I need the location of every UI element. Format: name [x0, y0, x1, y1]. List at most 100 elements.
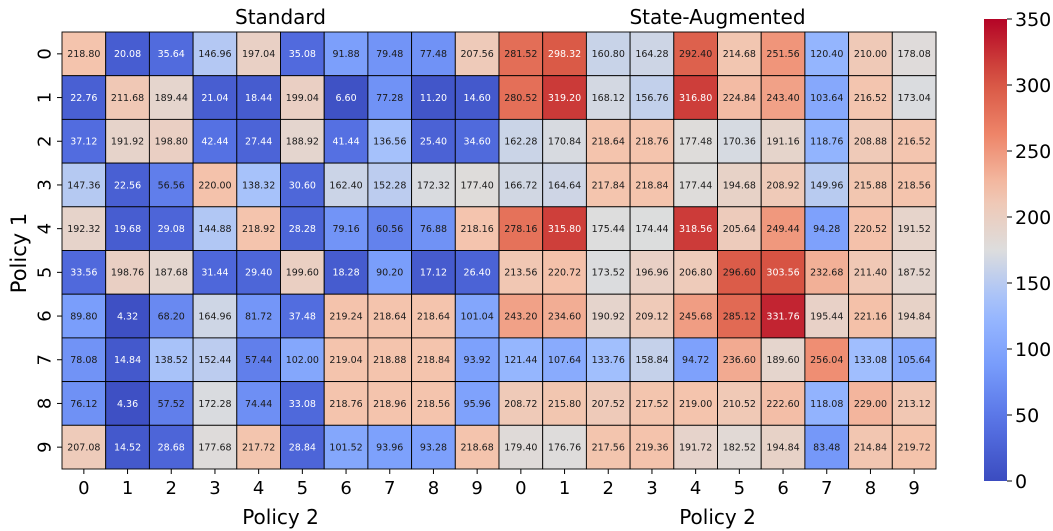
- cell-value-label: 198.76: [111, 268, 144, 279]
- cell-value-label: 152.44: [198, 355, 231, 366]
- cell-value-label: 219.36: [635, 442, 668, 453]
- heatmap-cell: [673, 250, 718, 295]
- cell-value-label: 213.56: [504, 268, 537, 279]
- cell-value-label: 147.36: [67, 180, 100, 191]
- cell-value-label: 26.40: [464, 268, 491, 279]
- heatmap-cell: [673, 75, 718, 120]
- heatmap-cell: [760, 75, 806, 120]
- heatmap-cell: [804, 424, 850, 470]
- cell-value-label: 256.04: [810, 355, 843, 366]
- cell-value-label: 81.72: [245, 311, 272, 322]
- cell-value-label: 219.72: [898, 442, 931, 453]
- cell-value-label: 217.56: [592, 442, 625, 453]
- x-tick-label: 5: [734, 478, 745, 499]
- cell-value-label: 211.68: [111, 93, 144, 104]
- cell-value-label: 173.52: [592, 268, 625, 279]
- cell-value-label: 292.40: [679, 49, 712, 60]
- heatmap-cell: [148, 206, 194, 251]
- x-tick-label: 1: [122, 478, 133, 499]
- cell-value-label: 172.28: [198, 399, 231, 410]
- cell-value-label: 28.84: [289, 442, 316, 453]
- colorbar-tick-label: 350: [1015, 9, 1051, 31]
- cell-value-label: 191.16: [766, 137, 799, 148]
- cell-value-label: 278.16: [504, 224, 537, 235]
- cell-value-label: 218.88: [373, 355, 406, 366]
- cell-value-label: 224.84: [723, 93, 756, 104]
- panel-state-augmented: State-Augmented 281.52 298.32 160.80 164.28 2…: [498, 5, 937, 529]
- heatmap-cell: [760, 381, 806, 426]
- cell-value-label: 37.48: [289, 311, 316, 322]
- heatmap-cell: [411, 337, 456, 383]
- cell-value-label: 68.20: [158, 311, 185, 322]
- heatmap-cell: [323, 381, 369, 426]
- heatmap-cell: [585, 293, 631, 339]
- cell-value-label: 4.32: [117, 311, 138, 322]
- cell-value-label: 138.52: [155, 355, 188, 366]
- heatmap-cell: [760, 162, 806, 208]
- cell-value-label: 118.76: [810, 137, 843, 148]
- cell-value-label: 30.60: [289, 180, 316, 191]
- heatmap-cell: [105, 381, 150, 426]
- cell-value-label: 170.84: [548, 137, 581, 148]
- heatmap-cell: [236, 381, 281, 426]
- cell-value-label: 160.80: [592, 49, 625, 60]
- cell-value-label: 14.84: [114, 355, 141, 366]
- cell-value-label: 211.40: [854, 268, 887, 279]
- heatmap-cell: [148, 381, 194, 426]
- cell-value-label: 187.68: [155, 268, 188, 279]
- cell-value-label: 177.40: [461, 180, 494, 191]
- heatmap-cell: [236, 250, 281, 295]
- cell-value-label: 194.84: [898, 311, 931, 322]
- cell-value-label: 76.88: [420, 224, 447, 235]
- x-tick-label: 8: [865, 478, 876, 499]
- heatmap-cell: [367, 118, 413, 164]
- heatmap-cell: [411, 381, 456, 426]
- cell-value-label: 331.76: [766, 311, 799, 322]
- colorbar-tick-label: 200: [1015, 207, 1051, 229]
- cell-value-label: 218.56: [417, 399, 450, 410]
- cell-value-label: 197.04: [242, 49, 275, 60]
- cell-value-label: 213.12: [898, 399, 931, 410]
- cell-value-label: 208.92: [766, 180, 799, 191]
- heatmap-cell: [280, 337, 325, 383]
- cell-value-label: 93.28: [420, 442, 447, 453]
- colorbar-tick-label: 150: [1015, 273, 1051, 295]
- x-tick-label: 6: [777, 478, 788, 499]
- cell-value-label: 170.36: [723, 137, 756, 148]
- heatmap-cell: [323, 206, 369, 251]
- cell-value-label: 93.92: [464, 355, 491, 366]
- heatmap-cell: [105, 118, 150, 164]
- cell-value-label: 33.56: [70, 268, 97, 279]
- heatmap-cell: [323, 337, 369, 383]
- cell-value-label: 146.96: [198, 49, 231, 60]
- cell-value-label: 207.52: [592, 399, 625, 410]
- heatmap-cell: [454, 162, 500, 208]
- heatmap-cell: [454, 75, 500, 120]
- heatmap-cell: [323, 293, 369, 339]
- heatmap-cell: [280, 31, 325, 77]
- heatmap-cell: [498, 206, 544, 251]
- cell-value-label: 232.68: [810, 268, 843, 279]
- cell-value-label: 189.44: [155, 93, 188, 104]
- colorbar: 0 50 100 150 200 250 300 350: [984, 9, 1051, 493]
- cell-value-label: 29.08: [158, 224, 185, 235]
- cell-value-label: 79.16: [332, 224, 359, 235]
- heatmap-cell: [105, 31, 150, 77]
- heatmap-cell: [891, 75, 937, 120]
- cell-value-label: 6.60: [335, 93, 356, 104]
- cell-value-label: 77.48: [420, 49, 447, 60]
- heatmap-cell: [498, 424, 544, 470]
- cell-value-label: 162.28: [504, 137, 537, 148]
- heatmap-cell: [891, 293, 937, 339]
- cell-value-label: 176.76: [548, 442, 581, 453]
- cell-value-label: 208.72: [504, 399, 537, 410]
- y-tick-label: 8: [35, 398, 56, 409]
- cell-value-label: 94.28: [813, 224, 840, 235]
- heatmap-cell: [629, 31, 675, 77]
- heatmap-cell: [629, 206, 675, 251]
- cell-value-label: 35.64: [158, 49, 185, 60]
- cell-value-label: 243.40: [766, 93, 799, 104]
- cell-value-label: 101.52: [329, 442, 362, 453]
- cell-value-label: 34.60: [464, 137, 491, 148]
